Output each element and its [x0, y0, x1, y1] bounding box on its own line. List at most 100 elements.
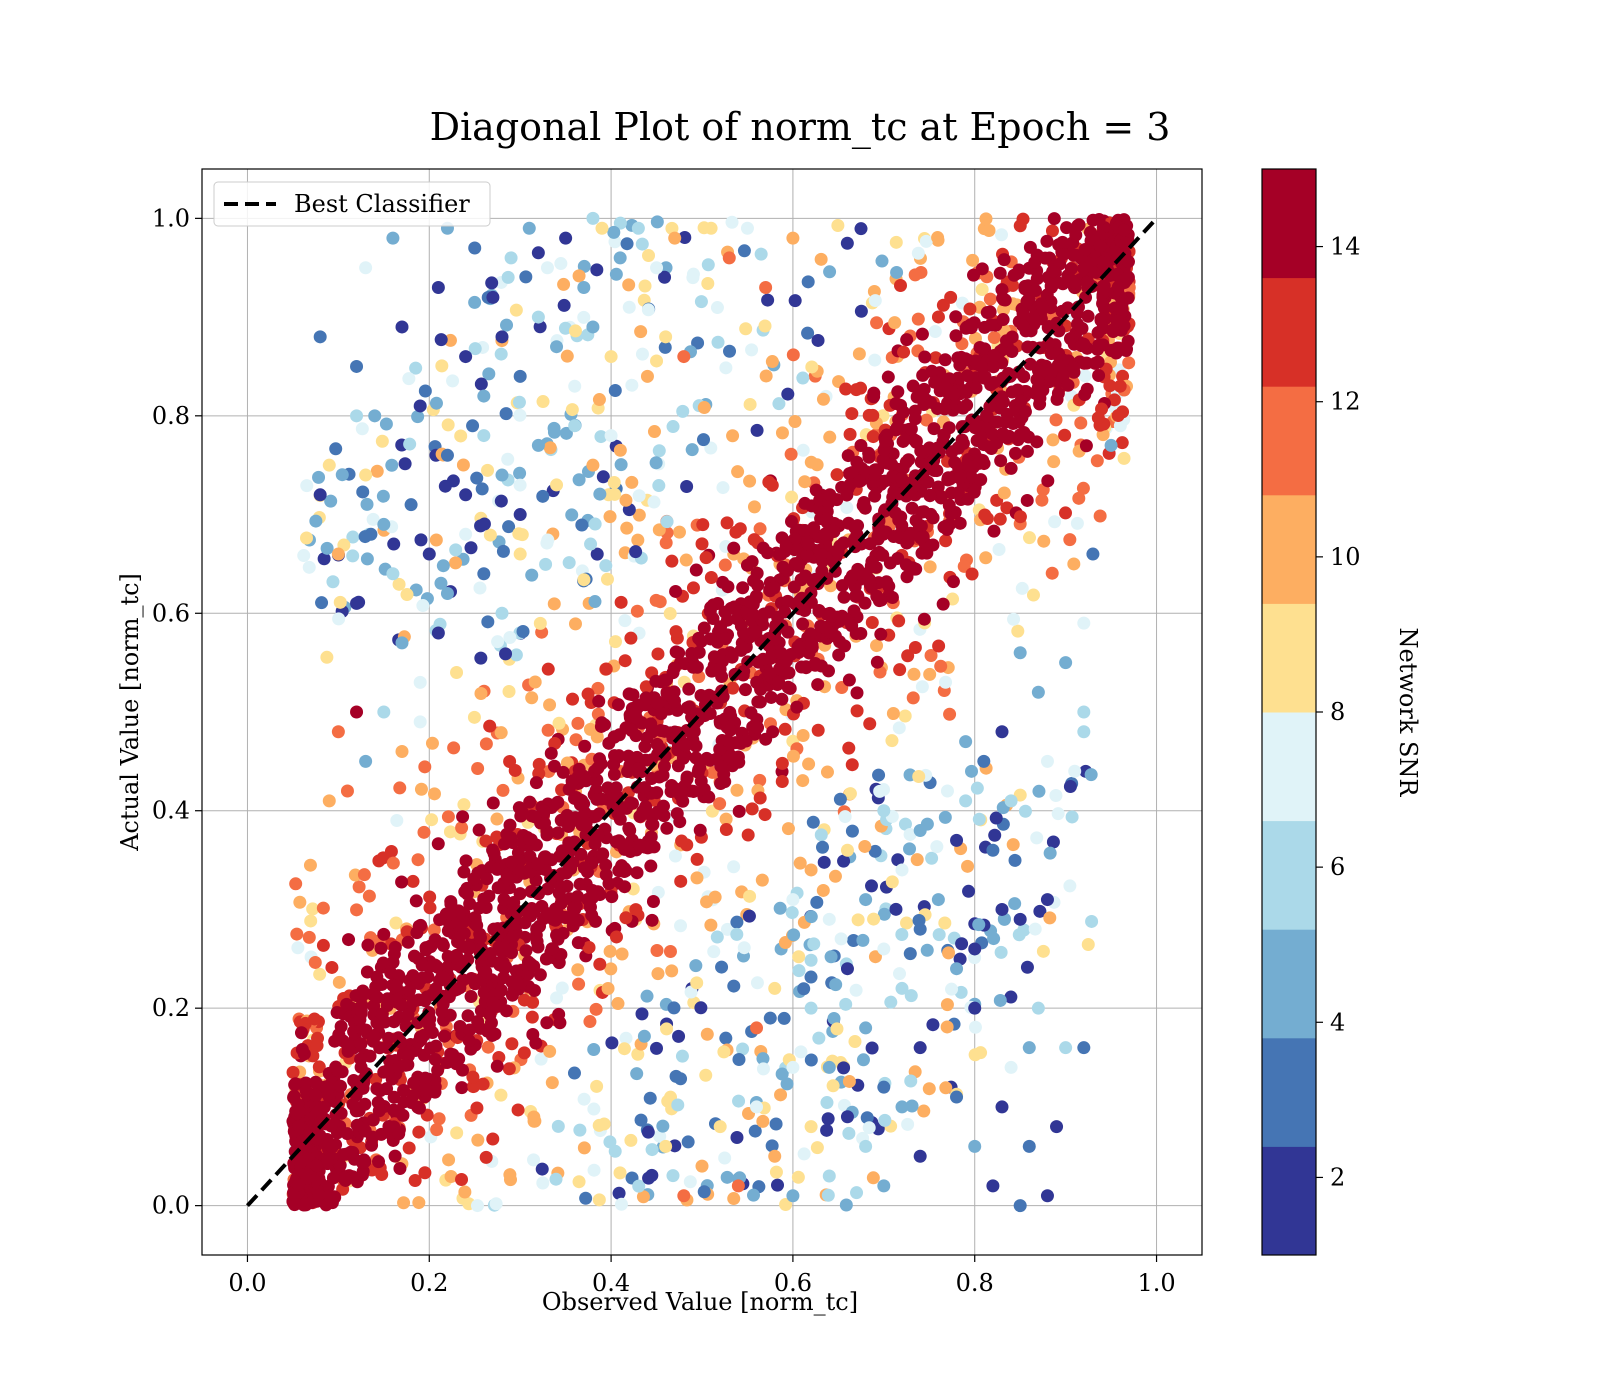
scatter-point: [998, 293, 1012, 307]
scatter-point: [972, 812, 986, 826]
scatter-point: [612, 864, 626, 878]
scatter-point: [815, 548, 829, 562]
scatter-point: [682, 682, 696, 696]
scatter-point: [368, 409, 382, 423]
scatter-point: [523, 849, 537, 863]
scatter-point: [528, 810, 542, 824]
scatter-point: [541, 723, 555, 737]
scatter-point: [1030, 272, 1044, 286]
scatter-point: [677, 350, 691, 364]
scatter-point: [983, 292, 997, 306]
scatter-point: [642, 1171, 656, 1185]
scatter-point: [934, 659, 948, 673]
scatter-point: [351, 1082, 365, 1096]
scatter-point: [913, 922, 927, 936]
scatter-point: [592, 393, 606, 407]
scatter-point: [708, 890, 722, 904]
scatter-point: [1065, 810, 1079, 824]
scatter-point: [572, 269, 586, 283]
scatter-point: [456, 458, 470, 472]
scatter-point: [525, 1010, 539, 1024]
scatter-point: [804, 910, 818, 924]
scatter-point: [602, 877, 616, 891]
scatter-point: [926, 1018, 940, 1032]
scatter-point: [1045, 566, 1059, 580]
scatter-point: [674, 874, 688, 888]
y-tick-label: 0.8: [152, 402, 190, 430]
scatter-point: [534, 1052, 548, 1066]
scatter-point: [953, 471, 967, 485]
scatter-point: [404, 1095, 418, 1109]
scatter-point: [703, 632, 717, 646]
scatter-point: [939, 381, 953, 395]
scatter-point: [646, 895, 660, 909]
scatter-point: [433, 913, 447, 927]
scatter-point: [517, 993, 531, 1007]
scatter-point: [360, 552, 374, 566]
scatter-point: [989, 811, 1003, 825]
scatter-point: [910, 853, 924, 867]
scatter-point: [885, 458, 899, 472]
scatter-point: [915, 388, 929, 402]
scatter-point: [577, 1141, 591, 1155]
scatter-point: [485, 276, 499, 290]
scatter-point: [1013, 1199, 1027, 1213]
scatter-point: [852, 474, 866, 488]
scatter-point: [809, 483, 823, 497]
scatter-point: [907, 667, 921, 681]
scatter-point: [514, 809, 528, 823]
scatter-point: [950, 833, 964, 847]
scatter-point: [449, 556, 463, 570]
scatter-point: [1028, 922, 1042, 936]
scatter-point: [1045, 224, 1059, 238]
scatter-point: [704, 571, 718, 585]
scatter-point: [444, 897, 458, 911]
scatter-point: [632, 508, 646, 522]
scatter-point: [436, 939, 450, 953]
scatter-point: [291, 941, 305, 955]
scatter-point: [837, 1061, 851, 1075]
scatter-point: [401, 935, 415, 949]
scatter-point: [654, 724, 668, 738]
scatter-point: [578, 739, 592, 753]
scatter-point: [1051, 358, 1065, 372]
scatter-point: [922, 441, 936, 455]
scatter-point: [540, 1016, 554, 1030]
scatter-point: [431, 280, 445, 294]
scatter-point: [442, 1153, 456, 1167]
scatter-point: [455, 1173, 469, 1187]
scatter-point: [839, 612, 853, 626]
scatter-point: [695, 537, 709, 551]
scatter-point: [418, 994, 432, 1008]
scatter-point: [550, 928, 564, 942]
scatter-point: [1113, 379, 1127, 393]
scatter-point: [630, 866, 644, 880]
scatter-point: [604, 429, 618, 443]
scatter-point: [455, 821, 469, 835]
scatter-point: [361, 938, 375, 952]
scatter-point: [395, 744, 409, 758]
scatter-point: [577, 1092, 591, 1106]
scatter-point: [455, 1081, 469, 1095]
scatter-point: [573, 1123, 587, 1137]
scatter-point: [897, 345, 911, 359]
scatter-point: [915, 327, 929, 341]
scatter-point: [890, 421, 904, 435]
scatter-point: [850, 704, 864, 718]
x-tick-label: 0.2: [410, 1269, 448, 1297]
scatter-point: [798, 569, 812, 583]
scatter-point: [370, 464, 384, 478]
scatter-point: [701, 258, 715, 272]
scatter-point: [376, 956, 390, 970]
scatter-point: [786, 749, 800, 763]
scatter-point: [1059, 656, 1073, 670]
scatter-point: [360, 497, 374, 511]
scatter-point: [1077, 337, 1091, 351]
scatter-point: [811, 678, 825, 692]
scatter-point: [1006, 838, 1020, 852]
scatter-point: [513, 369, 527, 383]
scatter-point: [1037, 534, 1051, 548]
scatter-point: [961, 492, 975, 506]
scatter-point: [798, 496, 812, 510]
